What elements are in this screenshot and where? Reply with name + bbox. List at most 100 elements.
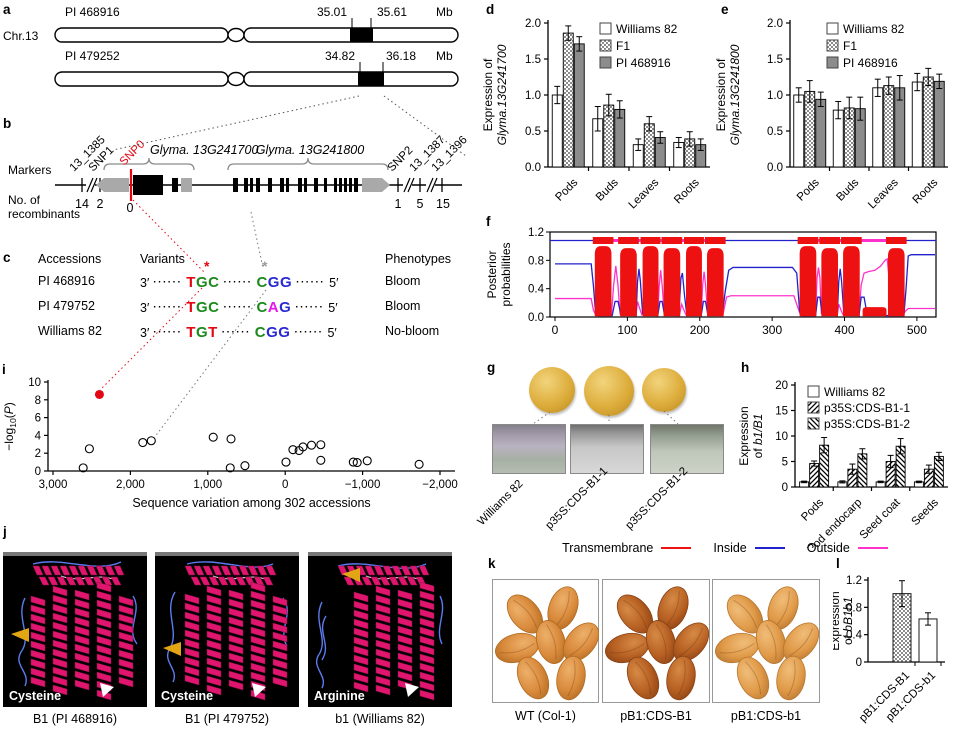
unit-label: Mb [436,5,453,19]
panel-b-gene-map: Markers No. of recombinants [8,134,470,221]
svg-text:2,000: 2,000 [116,479,145,491]
svg-text:Roots: Roots [911,176,941,206]
svg-text:Posterior: Posterior [485,250,499,298]
svg-text:Buds: Buds [834,176,861,203]
svg-text:2.0: 2.0 [525,18,541,30]
count: 5 [417,197,424,211]
svg-text:Seed coat: Seed coat [858,496,904,542]
count: 1 [395,197,402,211]
svg-text:Williams 82: Williams 82 [824,385,886,399]
tm-plot-legend: Transmembrane Inside Outside [515,541,935,555]
variant-sequence: 3′ ······ TGT ······ CGG ······ 5′ [140,324,337,341]
svg-text:0: 0 [856,657,862,669]
svg-text:−log10(P): −log10(P) [2,402,18,451]
col-header-variants: Variants [140,252,185,266]
band-end: 35.61 [377,5,407,19]
svg-text:0.8: 0.8 [846,602,862,614]
col-header-phenotypes: Phenotypes [385,252,452,266]
svg-text:Williams 82: Williams 82 [616,22,678,36]
gene1-name: Glyma. 13G241700 [150,143,258,157]
svg-text:Cysteine: Cysteine [9,689,61,703]
panel-letter-k: k [488,556,496,571]
accession-name: PI 479252 [65,49,120,63]
svg-text:Williams 82: Williams 82 [843,22,905,36]
svg-text:8: 8 [35,395,41,407]
exon [133,175,163,195]
svg-text:400: 400 [835,323,855,337]
svg-text:0.4: 0.4 [846,630,863,642]
soybean-seed [584,366,634,416]
panel-letter-g: g [487,360,496,375]
svg-text:500: 500 [907,323,927,337]
count: 2 [97,197,104,211]
gene2-name: Glyma. 13G241800 [256,143,364,157]
svg-text:2.0: 2.0 [767,18,783,30]
variant-sequence: 3′ ······ TGC ······ CAG ······ 5′ [140,299,338,316]
variant-sequence: 3′ ······ TGC ······ CGG ······ 5′ [140,274,339,291]
k-caption: pB1:CDS-b1 [730,709,802,723]
svg-text:5: 5 [782,457,788,469]
svg-text:300: 300 [762,323,782,337]
panel-letter-a: a [3,2,11,17]
gene2-brace [227,157,389,171]
legend-item: Transmembrane [562,541,692,555]
markers-label: Markers [8,163,51,177]
svg-text:Glyma.13G241700: Glyma.13G241700 [495,44,509,145]
svg-text:of bB1b1: of bB1b1 [841,597,855,645]
seed-photo-pb1-cds-b1-lower [712,579,820,703]
j-caption: B1 (PI 479752) [184,712,270,726]
legend-item: Inside [713,541,785,555]
svg-text:Seeds: Seeds [909,496,941,528]
svg-text:Pods: Pods [799,496,826,523]
panel-letter-h: h [741,360,750,375]
pod-section-image [650,424,724,474]
unit-label: Mb [436,49,453,63]
svg-text:0: 0 [552,323,559,337]
accession-name: PI 468916 [38,274,95,288]
svg-text:Pods: Pods [553,176,580,203]
svg-text:1.0: 1.0 [767,90,783,102]
svg-text:20: 20 [775,380,788,392]
svg-text:1.0: 1.0 [525,90,541,102]
protein-structure-b1-pi468916: Cysteine [3,552,147,707]
panel-letter-e: e [721,2,729,17]
seed-photo-pb1-cds-b1 [602,579,710,703]
mapped-band [350,28,373,42]
panel-l-bar-chart: 0 0.4 0.8 1.2 pB1:CDS-B1 pB1:CDS-b1 Expression… [828,556,954,739]
protein-structure-b1-pi479752: Cysteine [155,552,299,707]
svg-text:200: 200 [690,323,710,337]
pod-section-image [570,424,644,474]
svg-text:−1,000: −1,000 [345,479,381,491]
svg-text:Glyma.13G241800: Glyma.13G241800 [728,44,742,145]
svg-text:Expression of: Expression of [481,58,495,131]
count: 14 [75,197,89,211]
soybean-seed [642,368,686,412]
protein-structure-b1-williams82: Arginine [308,552,452,707]
svg-text:0.0: 0.0 [767,162,783,174]
band-start: 35.01 [317,5,347,19]
recombinants-label-2: recombinants [8,207,80,221]
soybean-seed [529,367,575,413]
g-label-p35s-cds-b1-1: p35S:CDS-B1-1 [543,465,611,532]
svg-text:1.2: 1.2 [846,575,862,587]
svg-text:−2,000: −2,000 [422,479,458,491]
gene1-brace [103,157,195,171]
svg-text:1.5: 1.5 [525,54,541,66]
chr-label: Chr.13 [3,29,39,43]
accession-name: Williams 82 [38,324,102,338]
panel-c-variants-table: Accessions Variants Phenotypes PI 468916… [0,248,480,358]
svg-text:Leaves: Leaves [627,176,662,211]
phenotype: Bloom [385,299,421,313]
svg-text:0: 0 [282,479,288,491]
svg-text:0.5: 0.5 [525,126,541,138]
accession-name: PI 479752 [38,299,95,313]
g-label-p35s-cds-b1-2: p35S:CDS-B1-2 [623,465,691,532]
svg-text:3,000: 3,000 [39,479,68,491]
panel-a-chromosome-map: Chr.13 PI 468916 35.01 35.61 Mb PI 47925… [3,5,459,87]
svg-text:1.5: 1.5 [767,54,783,66]
svg-text:0: 0 [35,466,41,478]
svg-text:Sequence variation among 302 a: Sequence variation among 302 accessions [132,496,370,510]
panel-letter-f: f [486,214,491,229]
utr-arrow-right [362,178,390,192]
